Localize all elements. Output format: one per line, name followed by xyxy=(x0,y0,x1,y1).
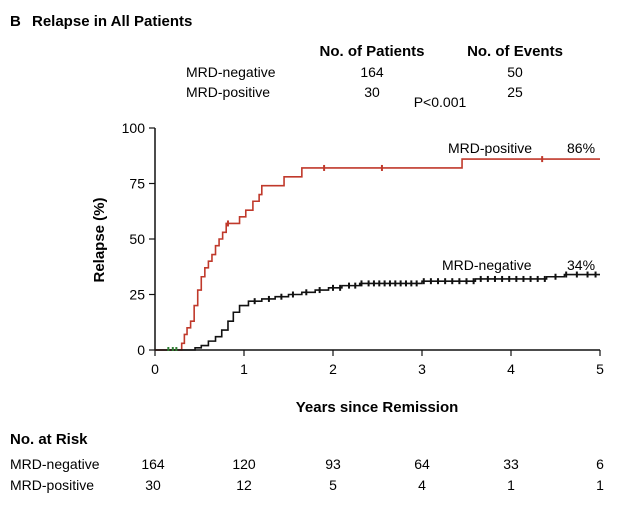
x-tick-label: 2 xyxy=(329,361,337,377)
risk-table-values: 164 120 93 64 33 6 30 12 5 4 1 1 xyxy=(141,456,604,493)
x-tick-label: 0 xyxy=(151,361,159,377)
risk-value: 1 xyxy=(507,477,515,493)
risk-value: 5 xyxy=(329,477,337,493)
risk-value: 93 xyxy=(325,456,341,472)
series-end-value-mrd-positive: 86% xyxy=(567,140,595,156)
y-tick-label: 0 xyxy=(137,342,145,358)
x-tick-label: 1 xyxy=(240,361,248,377)
risk-value: 4 xyxy=(418,477,426,493)
risk-row-label: MRD-positive xyxy=(10,477,94,493)
summary-col-events: No. of Events xyxy=(467,43,563,60)
risk-value: 1 xyxy=(596,477,604,493)
risk-value: 30 xyxy=(145,477,161,493)
summary-row-events: 50 xyxy=(507,64,523,80)
x-tick-label: 5 xyxy=(596,361,604,377)
p-value: P<0.001 xyxy=(414,94,467,110)
y-tick-label: 100 xyxy=(122,120,146,136)
summary-row-events: 25 xyxy=(507,84,523,100)
chart-censor-marks xyxy=(167,156,597,351)
risk-value: 164 xyxy=(141,456,165,472)
summary-row-patients: 30 xyxy=(364,84,380,100)
panel-letter: B xyxy=(10,13,21,30)
y-axis-label: Relapse (%) xyxy=(91,197,108,282)
series-end-value-mrd-negative: 34% xyxy=(567,257,595,273)
x-axis-label: Years since Remission xyxy=(296,399,459,416)
risk-value: 120 xyxy=(232,456,256,472)
y-tick-label: 25 xyxy=(129,287,145,303)
series-line-mrd-positive xyxy=(155,158,600,351)
risk-value: 12 xyxy=(236,477,252,493)
summary-row-patients: 164 xyxy=(360,64,384,80)
y-tick-label: 75 xyxy=(129,176,145,192)
summary-col-patients: No. of Patients xyxy=(319,43,424,60)
x-tick-label: 3 xyxy=(418,361,426,377)
chart-curves xyxy=(155,158,600,351)
risk-value: 6 xyxy=(596,456,604,472)
risk-table-title: No. at Risk xyxy=(10,431,88,448)
summary-row-label: MRD-negative xyxy=(186,64,276,80)
risk-value: 33 xyxy=(503,456,519,472)
risk-value: 64 xyxy=(414,456,430,472)
risk-row-label: MRD-negative xyxy=(10,456,100,472)
panel-title: Relapse in All Patients xyxy=(32,13,192,30)
x-tick-label: 4 xyxy=(507,361,515,377)
series-label-mrd-negative: MRD-negative xyxy=(442,257,532,273)
summary-row-label: MRD-positive xyxy=(186,84,270,100)
series-line-mrd-negative xyxy=(155,273,600,351)
series-label-mrd-positive: MRD-positive xyxy=(448,140,532,156)
y-tick-label: 50 xyxy=(129,231,145,247)
